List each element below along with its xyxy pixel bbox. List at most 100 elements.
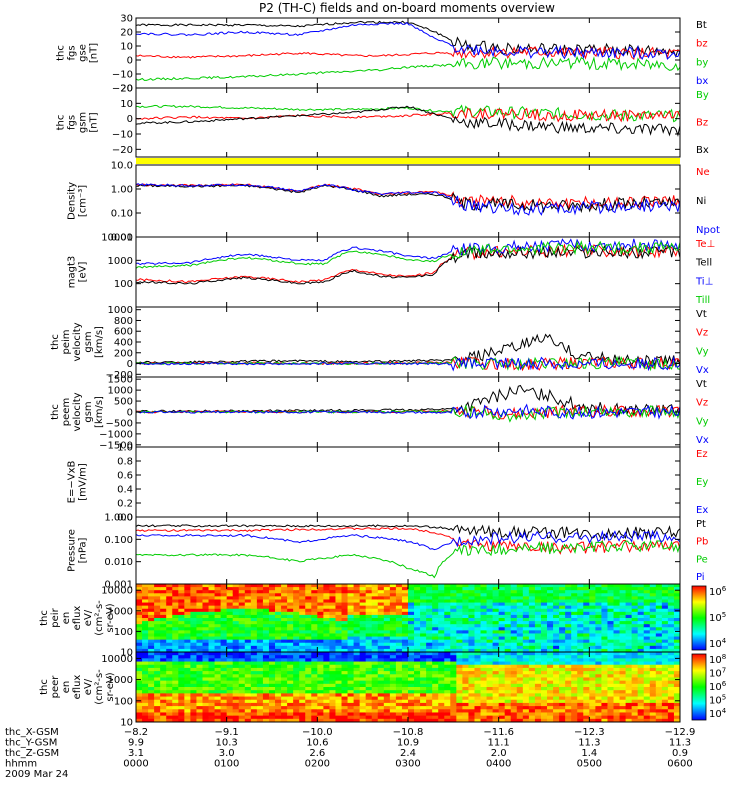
spectrogram-cell (667, 699, 675, 704)
spectrogram-cell (619, 636, 627, 641)
spectrogram-cell (637, 630, 645, 635)
spectrogram-cell (414, 602, 421, 607)
spectrogram-cell (540, 593, 548, 597)
spectrogram-cell (571, 605, 578, 610)
series-line-pressure (135, 539, 681, 579)
spectrogram-cell (190, 611, 198, 616)
spectrogram-cell (589, 614, 596, 619)
spectrogram-cell (438, 642, 445, 647)
spectrogram-cell (220, 602, 228, 607)
spectrogram-cell (317, 624, 324, 628)
spectrogram-cell (335, 645, 343, 650)
spectrogram-cell (136, 630, 143, 635)
spectrogram-cell (172, 605, 179, 610)
spectrogram-cell (553, 593, 560, 597)
spectrogram-cell (444, 696, 451, 701)
spectrogram-cell (438, 605, 445, 610)
spectrogram-cell (510, 611, 518, 616)
spectrogram-cell (649, 608, 657, 613)
spectrogram-cell (287, 584, 294, 588)
spectrogram-cell (486, 645, 494, 650)
spectrogram-cell (250, 608, 258, 613)
spectrogram-cell (450, 667, 457, 672)
series-line-fgs_gsm (135, 105, 681, 137)
spectrogram-cell (559, 655, 566, 659)
spectrogram-cell (184, 671, 191, 675)
spectrogram-cell (607, 639, 615, 644)
spectrogram-cell (468, 709, 476, 714)
spectrogram-cell (148, 633, 155, 638)
spectrogram-cell (311, 608, 318, 613)
spectrogram-cell (528, 693, 536, 698)
spectrogram-cell (244, 614, 252, 619)
spectrogram-cell (299, 677, 306, 682)
spectrogram-cell (178, 639, 185, 644)
spectrogram-cell (208, 664, 216, 669)
spectrogram-cell (166, 593, 173, 597)
legend-entry: Pb (696, 537, 708, 548)
spectrogram-cell (335, 671, 343, 675)
spectrogram-cell (486, 667, 494, 672)
y-tick-label: 20 (120, 28, 133, 39)
footer-value: 1.4 (581, 748, 597, 759)
spectrogram-cell (438, 661, 445, 666)
spectrogram-cell (547, 718, 554, 722)
spectrogram-cell (238, 636, 246, 641)
spectrogram-cell (655, 658, 663, 663)
spectrogram-cell (528, 702, 536, 707)
spectrogram-cell (589, 605, 596, 610)
spectrogram-cell (408, 715, 415, 720)
spectrogram-cell (643, 715, 651, 720)
spectrogram-cell (178, 630, 185, 635)
spectrogram-cell (383, 599, 391, 604)
spectrogram-cell (426, 683, 433, 688)
spectrogram-cell (571, 618, 578, 622)
spectrogram-cell (383, 709, 391, 714)
spectrogram-cell (178, 645, 185, 650)
spectrogram-cell (474, 680, 482, 685)
spectrogram-cell (480, 648, 488, 652)
spectrogram-cell (268, 715, 276, 720)
spectrogram-cell (553, 621, 560, 625)
spectrogram-cell (667, 587, 675, 591)
spectrogram-cell (323, 706, 331, 710)
spectrogram-cell (383, 655, 391, 659)
series-line-peem_velocity (135, 403, 681, 420)
spectrogram-cell (462, 690, 470, 694)
spectrogram-cell (142, 636, 149, 641)
spectrogram-cell (256, 605, 264, 610)
spectrogram-cell (232, 614, 240, 619)
spectrogram-cell (510, 709, 518, 714)
spectrogram-cell (347, 611, 355, 616)
spectrogram-cell (353, 642, 361, 647)
spectrogram-cell (565, 658, 572, 663)
spectrogram-cell (492, 584, 500, 588)
spectrogram-cell (148, 671, 155, 675)
spectrogram-cell (293, 683, 300, 688)
spectrogram-cell (262, 599, 270, 604)
spectrogram-cell (619, 709, 627, 714)
spectrogram-cell (317, 593, 324, 597)
spectrogram-cell (148, 648, 155, 652)
spectrogram-cell (667, 621, 675, 625)
spectrogram-cell (595, 655, 603, 659)
colorbar-tick: 104 (709, 637, 727, 650)
spectrogram-cell (456, 584, 463, 588)
spectrogram-cell (414, 709, 421, 714)
spectrogram-cell (142, 674, 149, 679)
spectrogram-cell (232, 624, 240, 628)
spectrogram-cell (389, 690, 397, 694)
spectrogram-cell (214, 618, 222, 622)
spectrogram-cell (474, 639, 482, 644)
spectrogram-cell (492, 587, 500, 591)
spectrogram-cell (142, 706, 149, 710)
spectrogram-cell (383, 683, 391, 688)
spectrogram-cell (589, 599, 596, 604)
spectrogram-cell (293, 624, 300, 628)
spectrogram-cell (178, 642, 185, 647)
spectrogram-cell (637, 664, 645, 669)
spectrogram-cell (311, 664, 318, 669)
spectrogram-cell (637, 652, 645, 656)
spectrogram-cell (359, 677, 367, 682)
spectrogram-cell (510, 636, 518, 641)
